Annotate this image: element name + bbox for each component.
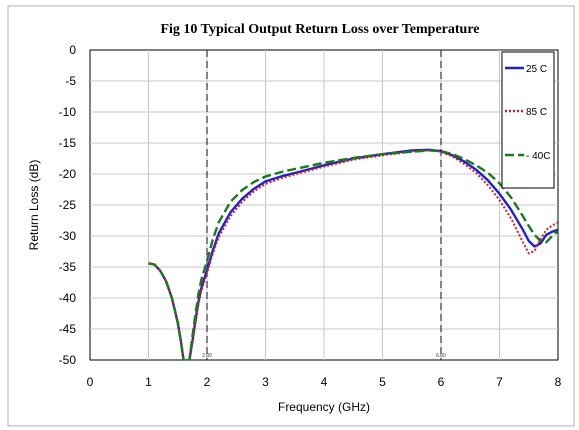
x-tick-label: 8: [555, 375, 562, 389]
y-tick-label: -5: [65, 74, 76, 88]
y-tick-label: -35: [59, 260, 77, 274]
y-tick-label: -25: [59, 198, 77, 212]
legend-label: - 40C: [526, 151, 550, 162]
y-tick-label: -50: [59, 353, 77, 367]
legend: 25 C 85 C - 40C: [501, 51, 555, 189]
y-tick-label: -30: [59, 229, 77, 243]
y-tick-label: -15: [59, 136, 77, 150]
y-tick-label: -40: [59, 291, 77, 305]
x-tick-label: 5: [379, 375, 386, 389]
x-tick-label: 6: [438, 375, 445, 389]
series-line-1: [148, 148, 558, 360]
marker-label: 2.00: [202, 353, 212, 359]
x-axis-label: Frequency (GHz): [278, 400, 370, 414]
frequency-markers: 2.00 6.00: [202, 50, 446, 360]
x-tick-label: 3: [262, 375, 269, 389]
chart-title: Fig 10 Typical Output Return Loss over T…: [160, 22, 479, 37]
y-tick-label: -45: [59, 322, 77, 336]
x-tick-label: 7: [496, 375, 503, 389]
series-line-2: [148, 149, 558, 360]
y-tick-label: 0: [69, 43, 76, 57]
axis-ticks: 0 1 2 3 4 5 6 7 8 0 -5 -10 -15 -20 -25 -30 -35 -40 -45 -50: [59, 43, 562, 389]
legend-box: [501, 51, 555, 189]
y-tick-label: -10: [59, 105, 77, 119]
series-lines: [148, 148, 558, 360]
legend-label: 85 C: [526, 107, 547, 118]
x-tick-label: 0: [87, 375, 94, 389]
x-tick-label: 2: [204, 375, 211, 389]
y-axis-label: Return Loss (dB): [27, 160, 41, 251]
legend-label: 25 C: [526, 64, 547, 75]
series-line-3: [148, 149, 558, 360]
x-tick-label: 4: [321, 375, 328, 389]
x-tick-label: 1: [145, 375, 152, 389]
marker-label: 6.00: [436, 353, 446, 359]
y-tick-label: -20: [59, 167, 77, 181]
